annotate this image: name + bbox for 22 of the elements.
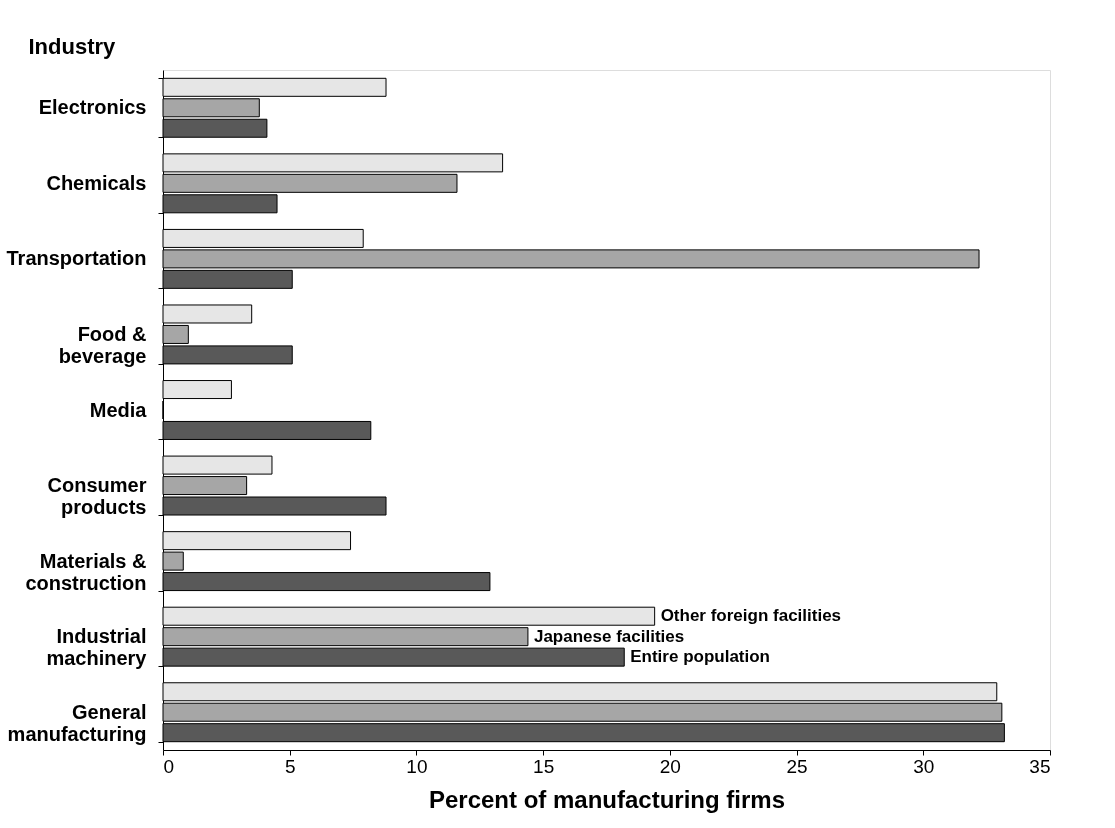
x-tick-label: 10 [406,755,428,777]
y-axis-title: Industry [28,33,117,59]
x-tick-label: 30 [913,755,935,777]
x-tick-label: 5 [284,755,296,777]
series-label: Japanese facilities [533,626,685,646]
series-label: Other foreign facilities [660,606,842,626]
x-tick-label: 20 [659,755,681,777]
x-tick-label: 0 [163,755,175,777]
y-tick-label: General manufacturing [7,700,147,745]
y-tick-label: Chemicals [46,171,147,194]
series-label: Entire population [630,647,771,667]
y-tick-label: Consumer products [47,474,147,519]
y-tick-label: Media [89,398,148,421]
y-tick-label: Food & beverage [58,322,147,367]
y-tick-label: Materials & construction [25,549,147,594]
x-tick-label: 25 [786,755,808,777]
y-tick-label: Industrial machinery [46,625,148,670]
y-tick-label: Electronics [38,96,147,119]
x-axis-title: Percent of manufacturing firms [428,785,786,813]
x-tick-label: 15 [533,755,555,777]
x-tick-label: 35 [1029,755,1051,777]
y-tick-label: Transportation [6,247,147,270]
